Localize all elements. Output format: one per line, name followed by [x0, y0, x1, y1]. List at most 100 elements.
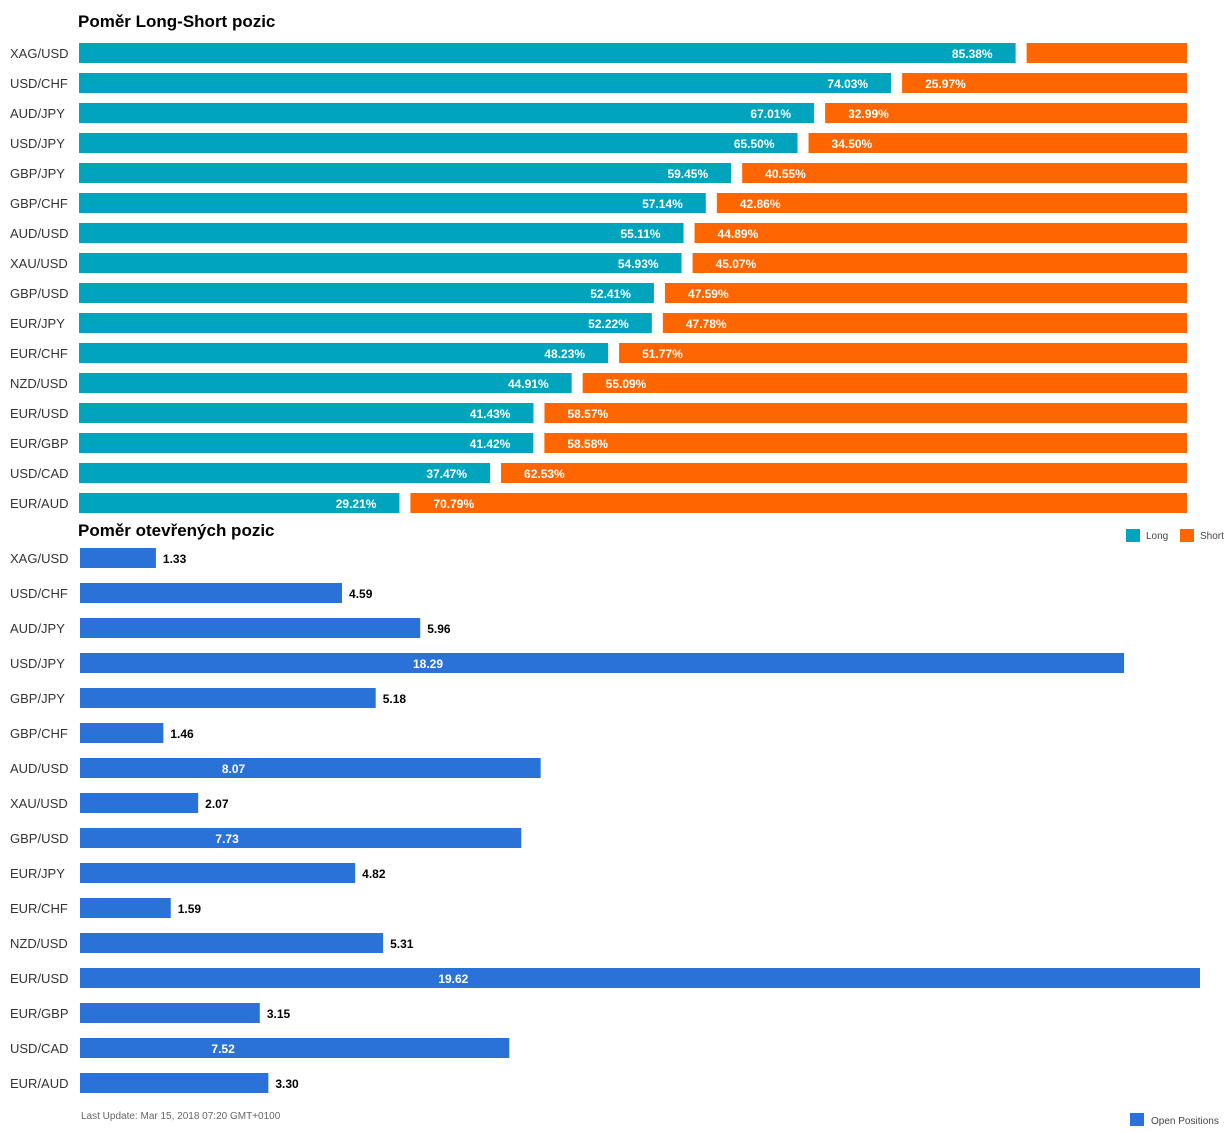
short-value-label: 62.53%	[524, 467, 565, 481]
category-label: XAG/USD	[10, 551, 69, 566]
long-bar	[79, 463, 491, 483]
open-positions-bar	[80, 688, 376, 708]
category-label: AUD/USD	[10, 226, 69, 241]
short-value-label: 25.97%	[925, 77, 966, 91]
open-positions-value-label: 7.52	[211, 1042, 235, 1056]
long-bar	[79, 343, 609, 363]
long-value-label: 37.47%	[426, 467, 467, 481]
short-value-label: 55.09%	[606, 377, 647, 391]
short-value-label: 51.77%	[642, 347, 683, 361]
legend-short-label: Short	[1200, 531, 1224, 542]
short-bar	[692, 253, 1187, 273]
short-value-label: 47.59%	[688, 287, 729, 301]
category-label: USD/JPY	[10, 136, 65, 151]
open-positions-value-label: 1.33	[163, 552, 187, 566]
category-label: EUR/AUD	[10, 496, 69, 511]
open-positions-bar	[80, 548, 156, 568]
category-label: USD/JPY	[10, 656, 65, 671]
short-bar	[619, 343, 1187, 363]
long-value-label: 67.01%	[750, 107, 791, 121]
long-bar	[79, 133, 798, 153]
short-value-label: 44.89%	[718, 227, 759, 241]
category-label: XAU/USD	[10, 256, 68, 271]
long-value-label: 44.91%	[508, 377, 549, 391]
long-bar	[79, 433, 534, 453]
short-bar	[742, 163, 1187, 183]
open-positions-value-label: 5.96	[427, 622, 451, 636]
long-value-label: 59.45%	[667, 167, 708, 181]
open-positions-value-label: 3.30	[275, 1077, 299, 1091]
open-positions-bar	[80, 793, 199, 813]
open-positions-value-label: 5.18	[383, 692, 407, 706]
short-bar	[662, 313, 1187, 333]
category-label: USD/CAD	[10, 1041, 69, 1056]
category-label: GBP/USD	[10, 831, 69, 846]
category-label: EUR/JPY	[10, 316, 65, 331]
long-bar	[79, 253, 682, 273]
category-label: AUD/JPY	[10, 106, 65, 121]
long-short-chart: XAG/USD 85.38% USD/CHF 74.03% 25.97% AUD/JPY 6…	[10, 43, 1187, 513]
long-value-label: 65.50%	[734, 137, 775, 151]
category-label: GBP/JPY	[10, 691, 65, 706]
category-label: USD/CHF	[10, 76, 68, 91]
short-bar	[808, 133, 1187, 153]
category-label: XAU/USD	[10, 796, 68, 811]
long-short-legend: Long Short	[1126, 529, 1224, 542]
category-label: EUR/USD	[10, 406, 69, 421]
category-label: GBP/USD	[10, 286, 69, 301]
short-bar	[825, 103, 1187, 123]
long-value-label: 57.14%	[642, 197, 683, 211]
category-label: GBP/CHF	[10, 726, 68, 741]
long-value-label: 41.42%	[470, 437, 511, 451]
category-label: AUD/JPY	[10, 621, 65, 636]
open-positions-bar	[80, 898, 171, 918]
open-positions-value-label: 1.59	[178, 902, 202, 916]
long-value-label: 52.22%	[588, 317, 629, 331]
long-bar	[79, 103, 815, 123]
category-label: EUR/CHF	[10, 346, 68, 361]
long-value-label: 55.11%	[621, 227, 661, 241]
short-bar	[544, 403, 1187, 423]
long-value-label: 48.23%	[544, 347, 585, 361]
short-bar	[501, 463, 1187, 483]
category-label: NZD/USD	[10, 936, 68, 951]
short-value-label: 47.78%	[686, 317, 727, 331]
long-bar	[79, 43, 1016, 63]
long-value-label: 41.43%	[470, 407, 511, 421]
long-value-label: 52.41%	[590, 287, 631, 301]
legend-short-swatch	[1180, 529, 1194, 542]
long-short-chart-title: Poměr Long-Short pozic	[78, 12, 275, 31]
open-positions-bar	[80, 723, 164, 743]
open-positions-chart-title: Poměr otevřených pozic	[78, 521, 275, 540]
open-positions-value-label: 7.73	[215, 832, 239, 846]
long-bar	[79, 223, 684, 243]
long-value-label: 54.93%	[618, 257, 659, 271]
short-bar	[582, 373, 1187, 393]
category-label: EUR/GBP	[10, 1006, 69, 1021]
short-bar	[410, 493, 1187, 513]
long-value-label: 29.21%	[336, 497, 377, 511]
open-positions-value-label: 4.59	[349, 587, 373, 601]
category-label: USD/CAD	[10, 466, 69, 481]
open-positions-bar	[80, 968, 1200, 988]
long-bar	[79, 193, 706, 213]
short-value-label: 58.57%	[567, 407, 608, 421]
category-label: GBP/JPY	[10, 166, 65, 181]
short-bar	[716, 193, 1187, 213]
legend-long-label: Long	[1146, 531, 1168, 542]
long-bar	[79, 373, 572, 393]
long-bar	[79, 163, 732, 183]
category-label: XAG/USD	[10, 46, 69, 61]
short-value-label: 34.50%	[832, 137, 873, 151]
category-label: NZD/USD	[10, 376, 68, 391]
long-bar	[79, 73, 892, 93]
category-label: EUR/CHF	[10, 901, 68, 916]
open-positions-legend: Open Positions	[1130, 1113, 1219, 1127]
open-positions-value-label: 8.07	[222, 762, 246, 776]
category-label: EUR/GBP	[10, 436, 69, 451]
short-value-label: 32.99%	[848, 107, 889, 121]
open-positions-value-label: 1.46	[170, 727, 194, 741]
short-value-label: 58.58%	[567, 437, 608, 451]
long-value-label: 85.38%	[952, 47, 993, 61]
